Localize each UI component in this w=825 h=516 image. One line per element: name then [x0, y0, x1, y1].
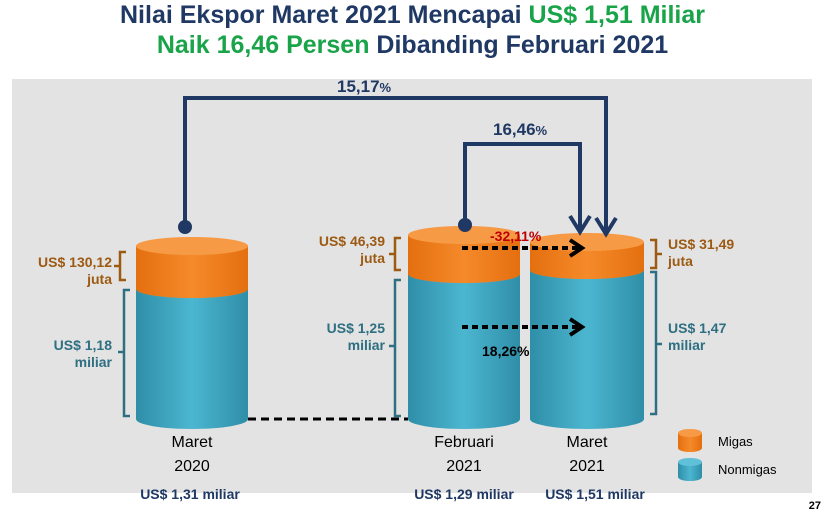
- arrow-nonmigas-change: [462, 317, 586, 337]
- label-mom-change: 16,46%: [493, 120, 548, 139]
- label-nonmigas-change: 18,26%: [482, 343, 530, 359]
- legend-swatch-migas: [678, 429, 702, 452]
- label-nonmigas-februari-2021: US$ 1,25 miliar: [326, 320, 385, 353]
- label-nonmigas-maret-2021: US$ 1,47 miliar: [668, 320, 727, 353]
- category-label-februari-2021: Februari 2021: [434, 434, 494, 475]
- label-migas-maret-2020: US$ 130,12 juta: [38, 254, 112, 287]
- connector-yoy: [178, 96, 618, 238]
- bracket-nonmigas-maret-2021: [650, 270, 658, 416]
- bracket-migas-februari-2021: [393, 236, 401, 272]
- page-number: 27: [808, 500, 821, 512]
- legend-label-nonmigas: Nonmigas: [718, 462, 777, 477]
- bar-nonmigas-maret-2021: [530, 270, 644, 429]
- connector-mom: [458, 142, 592, 236]
- chart-title-line1: Nilai Ekspor Maret 2021 Mencapai US$ 1,5…: [120, 1, 705, 29]
- label-migas-change: -32,11%: [490, 228, 542, 244]
- bar-maret-2020: [136, 237, 248, 429]
- total-februari-2021: US$ 1,29 miliar: [414, 486, 514, 502]
- label-nonmigas-maret-2020: US$ 1,18 miliar: [53, 337, 112, 370]
- bar-migas-maret-2021: [530, 242, 644, 279]
- bar-nonmigas-maret-2020: [136, 289, 248, 429]
- arrow-migas-change: [462, 238, 586, 258]
- label-migas-februari-2021: US$ 46,39 juta: [318, 233, 385, 266]
- total-maret-2021: US$ 1,51 miliar: [545, 486, 645, 502]
- category-label-maret-2020: Maret 2020: [171, 434, 213, 475]
- bracket-nonmigas-maret-2020: [122, 288, 130, 418]
- bar-migas-maret-2020: [136, 246, 248, 298]
- category-label-maret-2021: Maret 2021: [566, 434, 608, 475]
- label-migas-maret-2021: US$ 31,49 juta: [668, 236, 735, 269]
- bracket-migas-maret-2021: [650, 238, 658, 270]
- bar-nonmigas-februari-2021: [408, 274, 520, 429]
- total-maret-2020: US$ 1,31 miliar: [140, 486, 240, 502]
- bracket-nonmigas-februari-2021: [393, 278, 401, 418]
- bar-maret-2021: [530, 233, 644, 429]
- chart-title-line2: Naik 16,46 Persen Dibanding Februari 202…: [156, 31, 669, 59]
- bracket-migas-maret-2020: [118, 250, 126, 282]
- bar-februari-2021: [408, 226, 520, 429]
- legend-label-migas: Migas: [718, 434, 753, 449]
- label-yoy-change: 15,17%: [337, 77, 392, 96]
- legend-swatch-nonmigas: [678, 458, 702, 481]
